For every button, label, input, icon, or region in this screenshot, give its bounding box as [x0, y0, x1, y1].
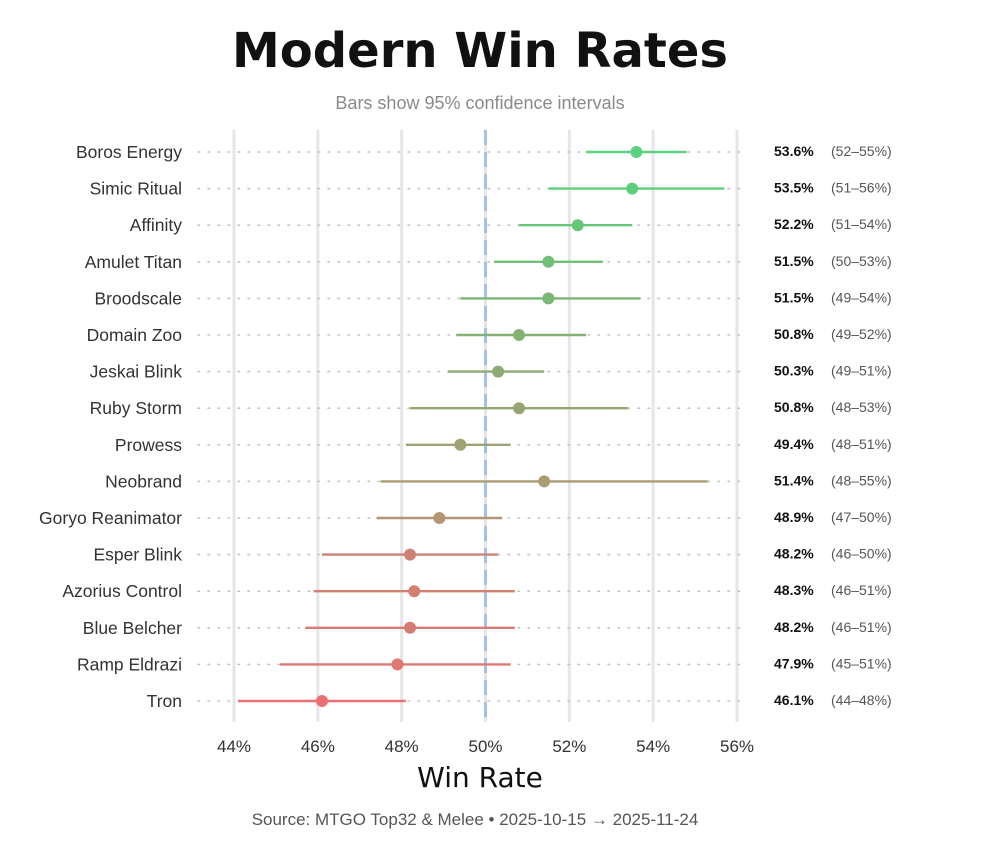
grid-layer: [197, 130, 749, 722]
deck-row: Prowess 49.4% (48–51%): [115, 435, 892, 455]
deck-row: Jeskai Blink 50.3% (49–51%): [90, 362, 892, 382]
ci-range-value: (47–50%): [831, 509, 892, 525]
win-rate-value: 52.2%: [774, 216, 814, 232]
win-rate-value: 49.4%: [774, 436, 814, 452]
ci-range-value: (49–52%): [831, 326, 892, 342]
deck-label: Prowess: [115, 435, 182, 455]
win-rate-value: 51.5%: [774, 289, 814, 305]
deck-row: Affinity 52.2% (51–54%): [130, 215, 892, 235]
ci-range-value: (49–54%): [831, 289, 892, 305]
win-rate-value: 47.9%: [774, 655, 814, 671]
win-rate-dot: [492, 365, 505, 378]
ci-range-value: (45–51%): [831, 655, 892, 671]
win-rate-dot: [404, 548, 417, 561]
win-rate-dot: [404, 621, 417, 634]
ci-range-value: (46–51%): [831, 582, 892, 598]
deck-row: Tron 46.1% (44–48%): [147, 691, 892, 711]
deck-row: Ramp Eldrazi 47.9% (45–51%): [77, 654, 892, 674]
win-rate-value: 50.3%: [774, 363, 814, 379]
deck-label: Goryo Reanimator: [39, 508, 182, 528]
win-rate-dot: [626, 182, 639, 195]
ci-range-value: (48–51%): [831, 436, 892, 452]
deck-label: Jeskai Blink: [90, 362, 183, 382]
deck-label: Ramp Eldrazi: [77, 654, 182, 674]
deck-row: Goryo Reanimator 48.9% (47–50%): [39, 508, 892, 528]
win-rate-value: 48.9%: [774, 509, 814, 525]
ci-range-value: (46–51%): [831, 619, 892, 635]
ci-range-value: (49–51%): [831, 363, 892, 379]
deck-row: Domain Zoo 50.8% (49–52%): [87, 325, 892, 345]
win-rate-value: 48.3%: [774, 582, 814, 598]
win-rate-value: 53.5%: [774, 180, 814, 196]
ci-range-value: (50–53%): [831, 253, 892, 269]
win-rate-dot: [391, 658, 404, 671]
deck-label: Neobrand: [105, 471, 182, 491]
deck-label: Tron: [147, 691, 182, 711]
win-rate-dot: [408, 585, 421, 598]
data-rows: Boros Energy 53.6% (52–55%) Simic Ritual 53.…: [39, 142, 892, 711]
win-rate-dot: [513, 402, 526, 415]
win-rate-dot: [454, 438, 467, 451]
deck-row: Azorius Control 48.3% (46–51%): [62, 581, 891, 601]
win-rate-dot: [513, 329, 526, 341]
x-axis-ticks: 44% 46% 48% 50% 52% 54% 56%: [217, 737, 754, 756]
deck-label: Amulet Titan: [85, 252, 182, 272]
win-rate-dot: [542, 255, 555, 268]
ci-range-value: (48–55%): [831, 472, 892, 488]
x-tick-label: 50%: [468, 737, 502, 756]
win-rate-dot: [571, 219, 584, 232]
ci-range-value: (52–55%): [831, 143, 892, 159]
win-rate-dot: [542, 292, 555, 305]
deck-label: Blue Belcher: [83, 618, 182, 638]
win-rate-value: 48.2%: [774, 546, 814, 562]
deck-row: Neobrand 51.4% (48–55%): [105, 471, 892, 491]
x-tick-label: 54%: [636, 737, 670, 756]
x-axis-label: Win Rate: [417, 761, 543, 794]
source-note: Source: MTGO Top32 & Melee • 2025-10-15 …: [252, 810, 699, 829]
win-rate-dot: [316, 695, 329, 707]
ci-range-value: (51–56%): [831, 180, 892, 196]
win-rate-value: 51.4%: [774, 472, 814, 488]
chart-title: Modern Win Rates: [232, 23, 728, 79]
win-rate-value: 53.6%: [774, 143, 814, 159]
deck-row: Blue Belcher 48.2% (46–51%): [83, 618, 892, 638]
deck-label: Affinity: [130, 215, 182, 235]
x-tick-label: 56%: [720, 737, 754, 756]
win-rate-dot: [630, 146, 643, 158]
deck-label: Ruby Storm: [90, 398, 182, 418]
win-rate-dot: [538, 475, 551, 488]
deck-label: Esper Blink: [93, 545, 182, 565]
chart-subtitle: Bars show 95% confidence intervals: [335, 93, 624, 113]
deck-label: Azorius Control: [62, 581, 182, 601]
ci-range-value: (51–54%): [831, 216, 892, 232]
x-tick-label: 52%: [552, 737, 586, 756]
deck-label: Broodscale: [94, 288, 182, 308]
x-tick-label: 46%: [301, 737, 335, 756]
ci-range-value: (44–48%): [831, 692, 892, 708]
deck-label: Simic Ritual: [90, 179, 182, 199]
win-rate-value: 48.2%: [774, 619, 814, 635]
deck-row: Amulet Titan 51.5% (50–53%): [85, 252, 892, 272]
deck-label: Domain Zoo: [87, 325, 182, 345]
deck-row: Esper Blink 48.2% (46–50%): [93, 545, 891, 565]
ci-range-value: (46–50%): [831, 546, 892, 562]
x-tick-label: 48%: [385, 737, 419, 756]
deck-label: Boros Energy: [76, 142, 182, 162]
deck-row: Boros Energy 53.6% (52–55%): [76, 142, 892, 162]
deck-row: Ruby Storm 50.8% (48–53%): [90, 398, 892, 418]
win-rate-value: 46.1%: [774, 692, 814, 708]
x-tick-label: 44%: [217, 737, 251, 756]
win-rate-value: 50.8%: [774, 326, 814, 342]
deck-row: Broodscale 51.5% (49–54%): [94, 288, 891, 308]
win-rate-value: 50.8%: [774, 399, 814, 415]
win-rate-value: 51.5%: [774, 253, 814, 269]
ci-range-value: (48–53%): [831, 399, 892, 415]
win-rate-dot: [433, 512, 446, 524]
deck-row: Simic Ritual 53.5% (51–56%): [90, 179, 892, 199]
